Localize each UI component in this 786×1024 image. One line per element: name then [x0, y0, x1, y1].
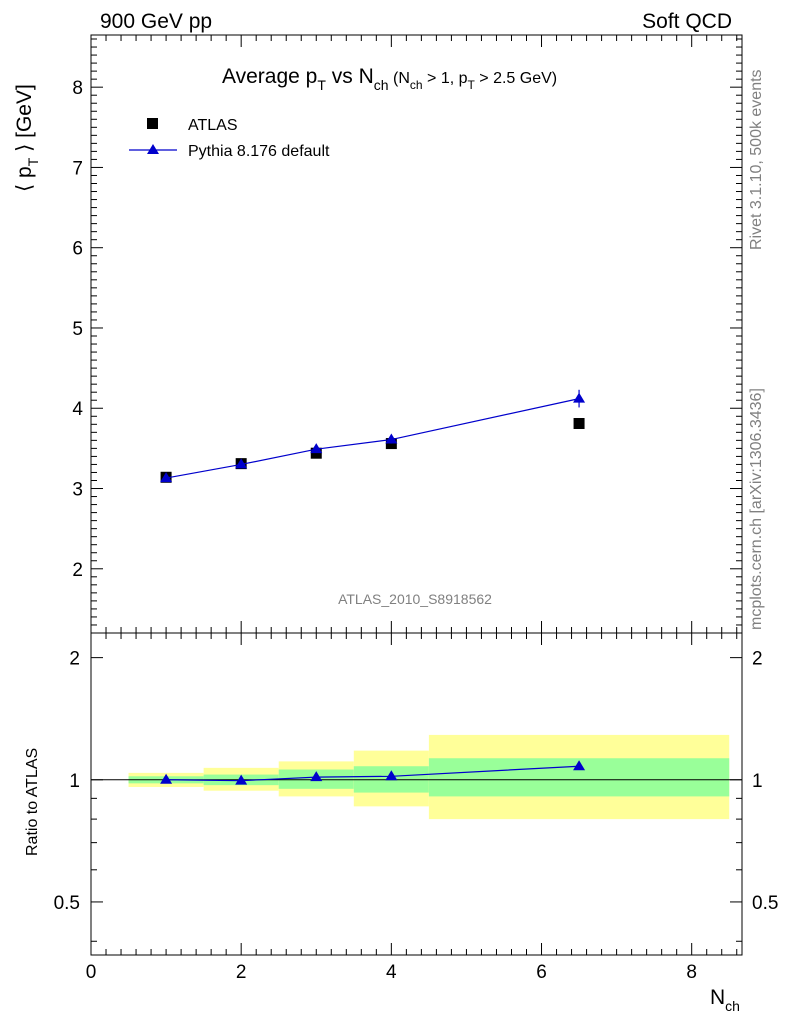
- main-y-tick-label: 4: [72, 399, 83, 420]
- main-y-tick-label: 7: [72, 158, 83, 179]
- pythia-point: [310, 443, 323, 454]
- ratio-frame: [90, 632, 743, 956]
- x-tick-label: 8: [686, 962, 697, 983]
- rivet-label: Rivet 3.1.10, 500k events: [748, 69, 765, 250]
- y-axis-label: ⟨ pT ⟩ [GeV]: [13, 84, 41, 192]
- ratio-pythia-point: [235, 774, 248, 785]
- pythia-point: [573, 392, 586, 403]
- pythia-point: [385, 433, 398, 444]
- ratio-y-axis-label: Ratio to ATLAS: [24, 748, 41, 856]
- legend-atlas-label: ATLAS: [188, 117, 238, 134]
- ratio-y-tick-label-left: 2: [69, 649, 80, 670]
- main-series: [160, 389, 586, 483]
- legend-atlas-marker: [147, 118, 158, 129]
- legend: ATLAS Pythia 8.176 default: [129, 117, 330, 160]
- ratio-y-tick-label-right: 2: [752, 649, 763, 670]
- x-tick-label: 0: [86, 962, 97, 983]
- chart-title: Average pT vs Nch (Nch > 1, pT > 2.5 GeV…: [222, 65, 557, 93]
- ratio-bands: [128, 734, 730, 820]
- legend-pythia-label: Pythia 8.176 default: [188, 143, 330, 160]
- legend-pythia-marker: [147, 144, 159, 154]
- ratio-series: [160, 760, 586, 785]
- main-panel: 2 3 4 5 6 7 8 Average pT vs Nch (Nch > 1, pT >…: [13, 34, 743, 634]
- main-y-tick-label: 3: [72, 480, 83, 501]
- main-y-tick-label: 2: [72, 560, 83, 581]
- ratio-y-tick-label-left: 1: [69, 771, 80, 792]
- pythia-point: [235, 458, 248, 469]
- ratio-pythia-point: [310, 771, 323, 782]
- ratio-pythia-point: [573, 760, 586, 771]
- main-y-tick-label: 6: [72, 239, 83, 260]
- main-y-tick-labels: 2 3 4 5 6 7 8: [72, 78, 83, 581]
- ratio-y-tick-label-left: 0.5: [54, 893, 80, 914]
- ratio-y-tick-label-right: 0.5: [752, 893, 778, 914]
- ratio-pythia-point: [385, 770, 398, 781]
- analysis-watermark: ATLAS_2010_S8918562: [338, 591, 492, 607]
- main-ticks: [91, 35, 742, 633]
- atlas-point: [573, 417, 585, 429]
- ratio-ticks: [91, 633, 742, 955]
- ratio-panel: 0.5 0.5 1 1 2 2 0 2 4 6 8 Ratio to ATLAS Nch: [24, 632, 779, 1014]
- x-tick-labels: 0 2 4 6 8: [86, 962, 697, 983]
- header-right: Soft QCD: [642, 10, 732, 33]
- pythia-point: [160, 472, 173, 483]
- mcplots-label: mcplots.cern.ch [arXiv:1306.3436]: [748, 388, 765, 630]
- pythia-line: [165, 398, 580, 479]
- x-tick-label: 6: [536, 962, 547, 983]
- main-y-tick-label: 5: [72, 319, 83, 340]
- ratio-y-tick-labels: 0.5 0.5 1 1 2 2: [54, 649, 779, 914]
- atlas-point: [310, 447, 322, 459]
- ratio-pythia-point: [160, 773, 173, 784]
- header-left: 900 GeV pp: [100, 10, 212, 33]
- x-tick-label: 4: [386, 962, 397, 983]
- ratio-y-tick-label-right: 1: [752, 771, 763, 792]
- main-y-tick-label: 8: [72, 78, 83, 99]
- x-axis-label: Nch: [710, 986, 740, 1014]
- x-tick-label: 2: [236, 962, 247, 983]
